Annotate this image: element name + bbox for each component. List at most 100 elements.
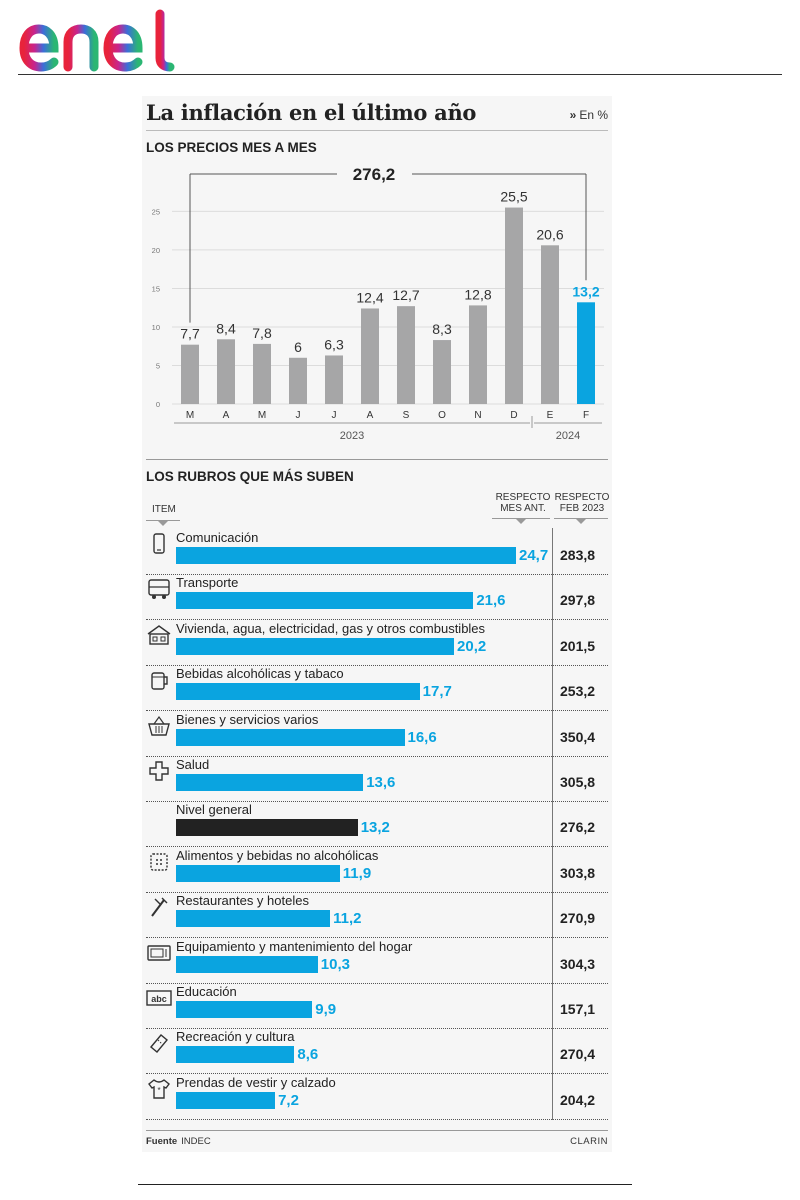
category-row: * Prendas de vestir y calzado 7,2 204,2 (142, 1075, 612, 1120)
category-value-mes-anterior: 13,2 (360, 819, 390, 837)
header-mes-anterior: RESPECTO MES ANT. (492, 492, 554, 514)
category-bar (176, 637, 455, 655)
bar (181, 344, 199, 404)
category-bar (176, 910, 331, 928)
category-row: Restaurantes y hoteles 11,2 270,9 (142, 893, 612, 939)
category-row: Comunicación 24,7 283,8 (142, 530, 612, 575)
category-bar (176, 1001, 313, 1018)
category-value-feb-2023: 297,8 (560, 592, 596, 609)
category-value-mes-anterior: 11,2 (333, 910, 362, 928)
category-row: Vivienda, agua, electricidad, gas y otro… (142, 621, 612, 666)
beer-mug-icon (151, 672, 168, 690)
category-value-feb-2023: 204,2 (560, 1091, 596, 1108)
bar-value-label: 7,7 (180, 326, 200, 342)
feb-header-rule (554, 518, 608, 519)
year-group-label: 2023 (340, 430, 364, 442)
y-tick-label: 20 (152, 246, 160, 255)
category-label: Recreación y cultura (176, 1029, 295, 1045)
row-divider (146, 710, 608, 712)
category-label: Alimentos y bebidas no alcohólicas (176, 847, 379, 863)
header-mes-anterior-line1: RESPECTO (495, 492, 551, 503)
category-value-feb-2023: 305,8 (560, 774, 596, 790)
category-value-mes-anterior: 20,2 (457, 637, 487, 655)
category-value-mes-anterior: 9,9 (315, 1001, 337, 1018)
bus-icon (148, 579, 170, 600)
category-bar (176, 1091, 276, 1109)
svg-text:*: * (157, 1086, 160, 1095)
cumulative-total-label: 276,2 (353, 165, 396, 184)
x-tick-label: O (438, 410, 446, 421)
x-tick-label: M (258, 410, 266, 421)
bar-value-label: 6 (294, 339, 302, 355)
category-bar (176, 1046, 295, 1064)
category-value-mes-anterior: 24,7 (519, 547, 549, 564)
bar-value-label: 6,3 (324, 336, 344, 352)
category-value-mes-anterior: 17,7 (422, 683, 452, 701)
bar (289, 357, 307, 404)
bar-value-label: 12,7 (392, 287, 419, 303)
bar-value-label: 25,5 (500, 189, 527, 205)
x-tick-label: A (367, 410, 374, 421)
header-feb-2023-line1: RESPECTO (554, 492, 610, 503)
category-label: Transporte (176, 575, 239, 591)
category-label: Restaurantes y hoteles (176, 893, 309, 909)
category-value-mes-anterior: 21,6 (476, 592, 506, 610)
bar (325, 355, 343, 404)
row-divider (146, 801, 608, 802)
category-bar (176, 592, 474, 610)
category-bar (176, 547, 516, 564)
year-groups: 2023 2024 (174, 416, 602, 442)
row-divider (146, 891, 608, 893)
category-row: Transporte 21,6 297,8 (142, 575, 612, 621)
bar (433, 340, 451, 404)
row-divider (146, 664, 608, 666)
category-value-feb-2023: 270,4 (560, 1046, 596, 1063)
cumulative-bracket: 276,2 (189, 165, 587, 323)
bar-value-label: 12,4 (356, 289, 383, 305)
tshirt-icon: * (148, 1078, 170, 1099)
category-label: Prendas de vestir y calzado (176, 1074, 336, 1090)
abc-icon: abc (146, 990, 172, 1006)
category-row: Salud 13,6 305,8 (142, 757, 612, 802)
source-value: INDEC (181, 1136, 211, 1147)
category-value-mes-anterior: 11,9 (342, 864, 372, 882)
category-row: Bebidas alcohólicas y tabaco 17,7 253,2 (142, 666, 612, 712)
category-row: Nivel general 13,2 276,2 (142, 802, 612, 848)
year-group-label: 2024 (556, 430, 580, 442)
x-tick-label: F (583, 410, 589, 421)
y-tick-label: 5 (156, 361, 160, 370)
y-tick-label: 25 (152, 207, 160, 216)
x-tick-label: J (296, 410, 301, 421)
column-separator (552, 528, 553, 1120)
microwave-icon (147, 944, 171, 961)
row-divider (146, 937, 608, 939)
category-value-feb-2023: 270,9 (560, 910, 596, 927)
unit-label: » En % (570, 108, 608, 122)
category-value-feb-2023: 157,1 (560, 1001, 596, 1017)
bar (505, 207, 523, 404)
category-label: Vivienda, agua, electricidad, gas y otro… (176, 620, 486, 636)
item-header: ITEM (152, 504, 176, 515)
header-feb-2023: RESPECTO FEB 2023 (553, 492, 611, 514)
inflation-infographic: La inflación en el último año » En % LOS … (142, 96, 612, 1152)
monthly-chart-title: LOS PRECIOS MES A MES (146, 140, 317, 155)
food-icon (150, 853, 168, 871)
header-feb-2023-line2: FEB 2023 (559, 503, 605, 514)
feb-header-pointer (576, 519, 586, 524)
mes-ant-header-pointer (516, 519, 526, 524)
bar-value-label: 7,8 (252, 325, 272, 341)
x-tick-label: S (403, 410, 410, 421)
category-bar (176, 683, 420, 701)
x-tick-label: J (332, 410, 337, 421)
page-footer-rule (138, 1184, 632, 1185)
bar-value-label: 8,4 (216, 320, 236, 336)
infographic-title: La inflación en el último año (146, 100, 477, 125)
title-divider (146, 130, 608, 131)
bars (181, 207, 595, 404)
categories-chart-title: LOS RUBROS QUE MÁS SUBEN (146, 469, 354, 484)
category-value-mes-anterior: 13,6 (366, 774, 396, 791)
bar (541, 245, 559, 404)
category-value-mes-anterior: 10,3 (320, 955, 350, 973)
unit-text: En % (579, 108, 608, 122)
